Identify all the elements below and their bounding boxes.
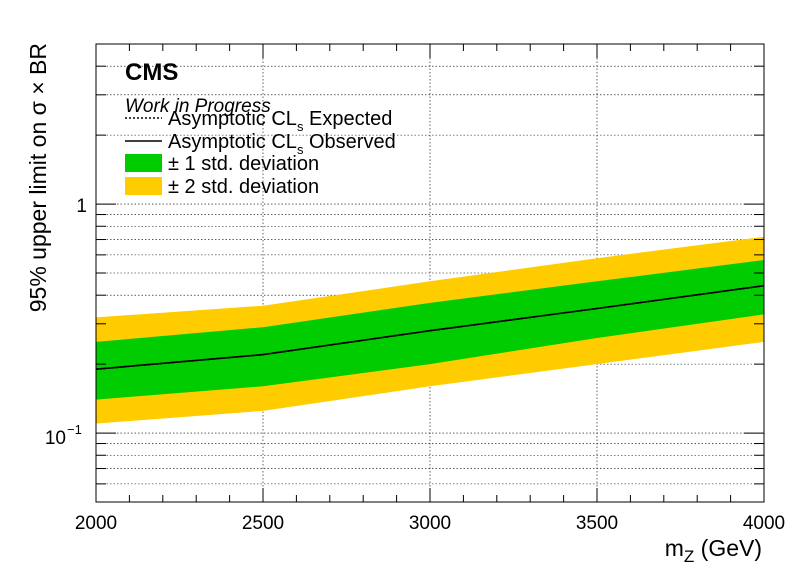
- x-tick-label: 2000: [75, 513, 117, 534]
- legend-expected-pre: Asymptotic CL: [168, 108, 297, 130]
- x-tick-label: 4000: [743, 513, 785, 534]
- legend-expected-sub: s: [297, 119, 304, 134]
- legend-observed-sub: s: [297, 142, 304, 157]
- experiment-label: CMS: [125, 59, 178, 86]
- legend-expected-post: Expected: [303, 108, 392, 130]
- x-tick-label: 3000: [409, 513, 451, 534]
- lines: [95, 284, 765, 370]
- legend-observed-pre: Asymptotic CL: [168, 131, 297, 153]
- y-axis-title: 95% upper limit on σ × BR: [25, 43, 51, 312]
- x-tick-label: 3500: [576, 513, 618, 534]
- x-axis-title-main: m: [665, 535, 684, 561]
- legend-two-sigma-swatch: [125, 177, 162, 195]
- legend-observed-label: Asymptotic CLs Observed: [168, 131, 396, 157]
- observed-line: [95, 284, 765, 370]
- ticks: [95, 43, 765, 503]
- legend-observed-post: Observed: [303, 131, 395, 153]
- legend: Asymptotic CLs Expected Asymptotic CLs O…: [125, 108, 396, 198]
- status-label: Work in Progress: [125, 96, 271, 117]
- legend-two-sigma-label: ± 2 std. deviation: [168, 176, 319, 198]
- y-tick-label-tenth: 10: [45, 428, 66, 449]
- y-tick-label-exponent: −1: [67, 422, 82, 437]
- x-axis-title-unit: (GeV): [694, 535, 762, 561]
- x-tick-label: 2500: [242, 513, 284, 534]
- x-axis-title-sub: Z: [684, 547, 694, 566]
- legend-one-sigma-swatch: [125, 154, 162, 172]
- legend-one-sigma-label: ± 1 std. deviation: [168, 153, 319, 175]
- legend-expected-label: Asymptotic CLs Expected: [168, 108, 392, 134]
- x-axis-title: mZ (GeV): [665, 535, 762, 566]
- one-sigma-band: [96, 260, 764, 400]
- y-tick-label-one: 1: [76, 196, 87, 217]
